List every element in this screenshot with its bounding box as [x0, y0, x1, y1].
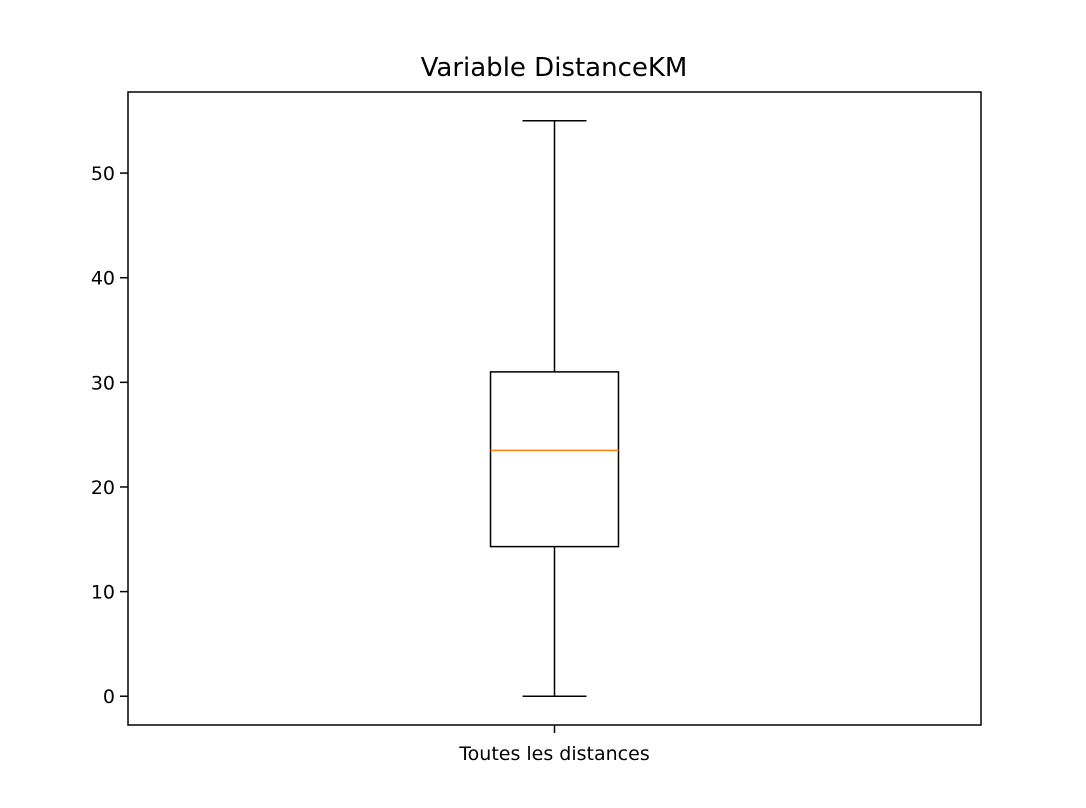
y-tick-label: 10 — [91, 582, 115, 604]
plot-area — [489, 120, 620, 697]
chart-title: Variable DistanceKM — [421, 53, 688, 83]
y-tick-label: 50 — [91, 163, 115, 185]
x-tick-label: Toutes les distances — [458, 743, 649, 765]
y-axis: 0 10 20 30 40 50 — [91, 163, 128, 708]
interquartile-box — [489, 371, 620, 548]
y-tick-label: 30 — [91, 372, 115, 394]
x-axis: Toutes les distances — [458, 725, 650, 765]
y-tick-label: 0 — [103, 686, 115, 708]
y-tick-label: 40 — [91, 268, 115, 290]
axes-frame — [127, 91, 982, 726]
y-tick-label: 20 — [91, 477, 115, 499]
